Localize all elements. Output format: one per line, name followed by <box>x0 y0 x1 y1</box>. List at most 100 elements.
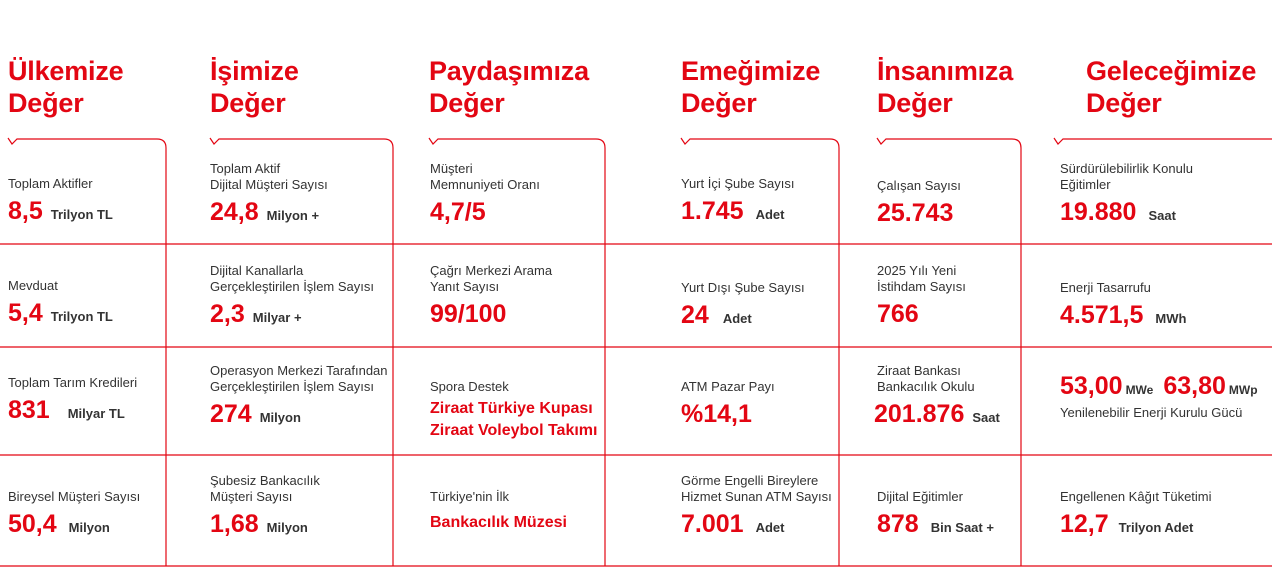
stat-label-line: Dijital Kanallarla <box>210 263 304 278</box>
stat-cagri-merkezi: Çağrı Merkezi Arama Yanıt Sayısı 99/100 <box>430 263 552 329</box>
heading-line-1: Paydaşımıza <box>429 56 589 86</box>
stat-unit: Milyon <box>259 410 301 425</box>
heading-line-2: Değer <box>8 88 84 118</box>
stat-label-line: Hizmet Sunan ATM Sayısı <box>681 489 832 504</box>
stat-unit-2: MWp <box>1228 383 1258 397</box>
stat-toplam-aktifler: Toplam Aktifler 8,5 Trilyon TL <box>8 176 113 226</box>
stat-highlight: Bankacılık Müzesi <box>430 512 567 534</box>
stat-label-line: Sürdürülebilirlik Konulu <box>1060 161 1193 176</box>
stat-value: 274 <box>210 400 252 428</box>
stat-label: Enerji Tasarrufu <box>1060 280 1186 296</box>
heading-line-2: Değer <box>681 88 757 118</box>
stat-label: Toplam Aktifler <box>8 176 113 192</box>
stat-label: Yurt Dışı Şube Sayısı <box>681 280 805 296</box>
heading-line-2: Değer <box>210 88 286 118</box>
heading-ulkemize: Ülkemize Değer <box>8 55 124 119</box>
stat-engelli-atm: Görme Engelli Bireylere Hizmet Sunan ATM … <box>681 473 832 539</box>
stat-label: Şubesiz Bankacılık Müşteri Sayısı <box>210 473 320 505</box>
stat-label-line: Toplam Tarım Kredileri <box>8 375 138 390</box>
stat-atm-pazar-payi: ATM Pazar Payı %14,1 <box>681 379 775 429</box>
stat-label-line: Dijital Eğitimler <box>877 489 963 504</box>
stat-label-line: Operasyon Merkezi Tarafından <box>210 363 388 378</box>
stat-unit: Milyon <box>266 520 308 535</box>
stat-label-line: Şubesiz Bankacılık <box>210 473 320 488</box>
stat-dijital-egitimler: Dijital Eğitimler 878 Bin Saat + <box>877 489 994 539</box>
stat-value: 766 <box>877 300 919 328</box>
stat-unit: Saat <box>972 410 1000 425</box>
heading-gelecegimize: Geleceğimize Değer <box>1086 55 1256 119</box>
stat-surdurulebilirlik-egitim: Sürdürülebilirlik Konulu Eğitimler 19.880… <box>1060 161 1193 227</box>
stat-bireysel-musteri: Bireysel Müşteri Sayısı 50,4 Milyon <box>8 489 140 539</box>
stat-label: Müşteri Memnuniyeti Oranı <box>430 161 540 193</box>
stat-bankacilik-muzesi: Türkiye'nin İlk Bankacılık Müzesi <box>430 489 567 534</box>
stat-label: Görme Engelli Bireylere Hizmet Sunan ATM … <box>681 473 832 505</box>
stat-unit: Saat <box>1148 208 1176 223</box>
stat-highlight-line: Ziraat Voleybol Takımı <box>430 422 598 439</box>
stat-yurt-ici-sube: Yurt İçi Şube Sayısı 1.745 Adet <box>681 176 794 226</box>
stat-label: Toplam Aktif Dijital Müşteri Sayısı <box>210 161 328 193</box>
stat-value: 12,7 <box>1060 510 1109 538</box>
stat-label: Dijital Kanallarla Gerçekleştirilen İşlem… <box>210 263 374 295</box>
stat-value-2: 63,80 <box>1163 372 1226 400</box>
heading-line-1: Ülkemize <box>8 56 124 86</box>
stat-value: 24,8 <box>210 198 259 226</box>
stat-label: Spora Destek <box>430 379 597 395</box>
heading-insanimiza: İnsanımıza Değer <box>877 55 1013 119</box>
heading-emegimize: Emeğimize Değer <box>681 55 820 119</box>
stat-label-line: Bireysel Müşteri Sayısı <box>8 489 141 504</box>
stat-dijital-musteri: Toplam Aktif Dijital Müşteri Sayısı 24,8 M… <box>210 161 328 227</box>
stat-label-line: Enerji Tasarrufu <box>1060 280 1151 295</box>
stat-value: 50,4 <box>8 510 57 538</box>
stat-kagit-tuketimi: Engellenen Kâğıt Tüketimi 12,7 Trilyon Ad… <box>1060 489 1212 539</box>
stat-value: 5,4 <box>8 299 43 327</box>
stat-unit: Milyon <box>68 520 110 535</box>
stat-unit: Bin Saat + <box>930 520 994 535</box>
stat-musteri-memnuniyeti: Müşteri Memnuniyeti Oranı 4,7/5 <box>430 161 540 227</box>
stat-label: ATM Pazar Payı <box>681 379 775 395</box>
stat-yurt-disi-sube: Yurt Dışı Şube Sayısı 24 Adet <box>681 280 805 330</box>
stat-value: 878 <box>877 510 919 538</box>
stat-label-line: Bankacılık Okulu <box>877 379 975 394</box>
heading-line-2: Değer <box>877 88 953 118</box>
stat-label-line: Ziraat Bankası <box>877 363 961 378</box>
stat-unit: Trilyon Adet <box>1118 520 1194 535</box>
heading-line-1: İşimize <box>210 56 299 86</box>
stat-label: Toplam Tarım Kredileri <box>8 375 137 391</box>
stat-label-line: Çağrı Merkezi Arama <box>430 263 553 278</box>
stat-label-line: 2025 Yılı Yeni <box>877 263 957 278</box>
stat-value: 1.745 <box>681 197 744 225</box>
stat-label: Dijital Eğitimler <box>877 489 994 505</box>
stat-value: 24 <box>681 301 709 329</box>
stat-unit: Adet <box>722 311 752 326</box>
stat-value: 7.001 <box>681 510 744 538</box>
stat-label-line: Görme Engelli Bireylere <box>681 473 819 488</box>
stat-label-line: ATM Pazar Payı <box>681 379 775 394</box>
stat-label-line: Mevduat <box>8 278 58 293</box>
stat-enerji-tasarrufu: Enerji Tasarrufu 4.571,5 MWh <box>1060 280 1186 330</box>
stat-unit: Adet <box>755 520 785 535</box>
stat-label-line: Müşteri <box>430 161 473 176</box>
stat-value: %14,1 <box>681 400 752 428</box>
heading-line-1: Emeğimize <box>681 56 821 86</box>
stat-value: 25.743 <box>877 199 954 227</box>
stat-label: 2025 Yılı Yeni İstihdam Sayısı <box>877 263 966 295</box>
stat-label: Çalışan Sayısı <box>877 178 961 194</box>
stat-value: 2,3 <box>210 300 245 328</box>
stat-label-line: Gerçekleştirilen İşlem Sayısı <box>210 279 374 294</box>
stat-yenilenebilir-enerji: 53,00 MWe 63,80 MWp Yenilenebilir Enerji K… <box>1060 371 1258 421</box>
stat-unit: Milyar TL <box>67 406 125 421</box>
stat-label-line: Yanıt Sayısı <box>430 279 500 294</box>
stat-label-line: Gerçekleştirilen İşlem Sayısı <box>210 379 374 394</box>
stat-label: Yenilenebilir Enerji Kurulu Gücü <box>1060 405 1243 420</box>
stat-label-line: Müşteri Sayısı <box>210 489 293 504</box>
stat-yeni-istihdam: 2025 Yılı Yeni İstihdam Sayısı 766 <box>877 263 966 329</box>
stat-unit: Trilyon TL <box>50 309 113 324</box>
stat-value: 99/100 <box>430 300 507 328</box>
heading-line-2: Değer <box>429 88 505 118</box>
stat-label-line: Türkiye'nin İlk <box>430 489 510 504</box>
stat-label-line: Spora Destek <box>430 379 509 394</box>
stat-value: 831 <box>8 396 50 424</box>
stat-value: 4,7/5 <box>430 198 486 226</box>
